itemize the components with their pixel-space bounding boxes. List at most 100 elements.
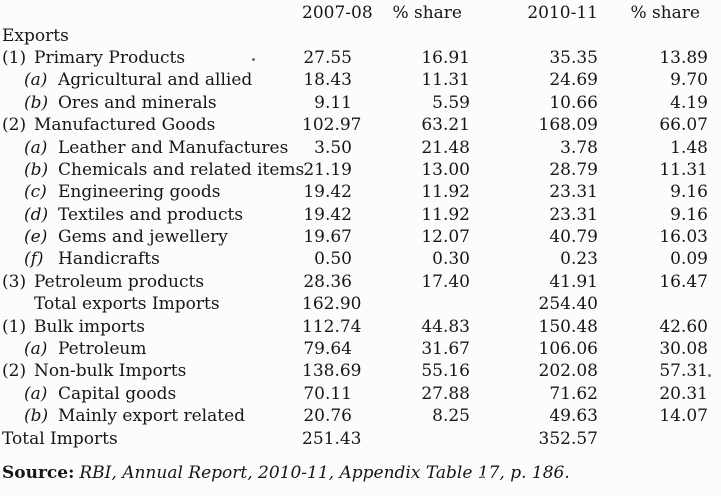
row-label-cell: (f) Handicrafts [2,248,302,270]
row-label: Petroleum products [34,271,205,292]
header-year-2010-11: 2010-11 [527,3,598,24]
value-cell: 9.11 [314,92,352,113]
table-row: Total exports Imports 162.90 254.40 [2,293,708,315]
header-share-2007-08: % share [392,3,462,24]
scan-speck [481,475,484,478]
table-row: (a) Capital goods 70.11 27.88 71.62 20.31 [2,383,708,405]
value-cell: 19.42 [303,204,352,225]
value-cell: 202.08 [538,361,598,382]
value-cell: 10.66 [549,92,598,113]
row-label: Non-bulk Imports [34,361,187,382]
row-label-cell: (2) Manufactured Goods [2,114,302,136]
value-cell: 11.92 [421,204,470,225]
value-cell: 17.40 [421,271,470,292]
table-row: (f) Handicrafts 0.50 0.30 0.23 0.09 [2,248,708,270]
row-label: Handicrafts [58,249,160,270]
source-note: Source: RBI, Annual Report, 2010-11, Appe… [2,463,721,483]
value-cell: 0.50 [314,249,352,270]
value-cell: 42.60 [659,316,708,337]
value-cell: 9.70 [670,70,708,91]
value-cell: 106.06 [538,339,598,360]
row-label: Ores and minerals [58,92,217,113]
row-marker: (a) [24,339,48,360]
table-row: (a) Petroleum 79.64 31.67 106.06 30.08 [2,338,708,360]
header-share-2010-11: % share [630,3,700,24]
row-label-cell: (a) Petroleum [2,338,302,360]
value-cell: 27.88 [421,383,470,404]
row-label: Total Imports [2,428,118,449]
row-label-cell: (a) Capital goods [2,383,302,405]
row-marker: (a) [24,70,48,91]
row-label-cell: Exports [2,24,302,46]
header-label-spacer [2,2,302,24]
value-cell: 21.19 [303,159,352,180]
exports-imports-table: 2007-08 % share 2010-11 % share Exports(… [2,2,708,450]
row-label: Textiles and products [58,204,244,225]
row-label: Engineering goods [58,182,221,203]
row-label: Exports [2,25,69,46]
value-cell: 0.30 [432,249,470,270]
header-row: 2007-08 % share 2010-11 % share [2,2,708,24]
value-cell: 9.16 [670,182,708,203]
row-marker: (d) [24,204,49,225]
table-row: (2) Non-bulk Imports 138.69 55.16 202.08 57.3… [2,360,708,382]
row-label: Agricultural and allied [58,70,253,91]
row-marker: (1) [2,47,27,68]
value-cell: 352.57 [538,428,598,449]
value-cell: 13.00 [421,159,470,180]
row-label-cell: (d) Textiles and products [2,204,302,226]
table-row: (a) Agricultural and allied 18.43 11.31 24.6… [2,69,708,91]
value-cell: 31.67 [421,339,470,360]
value-cell [352,427,470,449]
table-row: (3) Petroleum products 28.36 17.40 41.91 16.4… [2,271,708,293]
value-cell: 40.79 [549,227,598,248]
row-label: Capital goods [58,383,177,404]
row-label-cell: (1) Primary Products [2,47,302,69]
row-marker: (2) [2,361,27,382]
table-body: Exports (1) Primary Products 27.55 16.91 35.3… [2,24,708,449]
table-row: (e) Gems and jewellery 19.67 12.07 40.79 16.0… [2,226,708,248]
value-cell: 44.83 [421,316,470,337]
value-cell: 71.62 [549,383,598,404]
value-cell [598,24,708,46]
row-label-cell: (e) Gems and jewellery [2,226,302,248]
table-row: (a) Leather and Manufactures 3.50 21.48 3.78… [2,136,708,158]
value-cell: 63.21 [421,115,470,136]
value-cell: 27.55 [303,47,352,68]
value-cell: 20.31 [659,383,708,404]
value-cell: 0.09 [670,249,708,270]
table-row: (b) Ores and minerals 9.11 5.59 10.66 4.19 [2,92,708,114]
value-cell: 35.35 [549,47,598,68]
value-cell: 9.16 [670,204,708,225]
row-label-cell: (b) Chemicals and related items [2,159,305,181]
row-marker: (f) [24,249,44,270]
value-cell: 1.48 [670,137,708,158]
value-cell: 16.91 [421,47,470,68]
value-cell [352,293,470,315]
value-cell [352,24,470,46]
value-cell: 18.43 [303,70,352,91]
scan-speck [252,58,255,61]
value-cell: 16.03 [659,227,708,248]
table-row: (b) Chemicals and related items 21.19 13.00… [2,159,708,181]
table-row: (1) Bulk imports 112.74 44.83 150.48 42.60 [2,315,708,337]
value-cell: 23.31 [549,204,598,225]
row-label-cell: (3) Petroleum products [2,271,302,293]
value-cell: 19.42 [303,182,352,203]
row-label: Chemicals and related items [58,159,305,180]
value-cell: 254.40 [538,294,598,315]
table-header: 2007-08 % share 2010-11 % share [2,2,708,24]
value-cell: 12.07 [421,227,470,248]
value-cell: 150.48 [538,316,598,337]
value-cell: 3.78 [560,137,598,158]
value-cell: 14.07 [659,406,708,427]
value-cell: 16.47 [659,271,708,292]
value-cell: 138.69 [302,361,362,382]
value-cell: 11.92 [421,182,470,203]
value-cell: 21.48 [421,137,470,158]
value-cell: 23.31 [549,182,598,203]
value-cell: 0.23 [560,249,598,270]
row-marker: (b) [24,406,49,427]
value-cell: 49.63 [549,406,598,427]
